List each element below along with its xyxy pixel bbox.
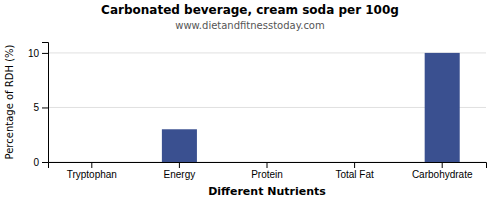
x-tick-mark [354, 162, 355, 168]
x-tick-mark [179, 162, 180, 168]
x-tick-mark [442, 162, 443, 168]
bar [337, 162, 372, 163]
x-axis-title: Different Nutrients [208, 185, 326, 198]
bar [74, 162, 109, 163]
y-tick-label: 5 [33, 102, 39, 113]
x-tick-label: Energy [164, 169, 196, 180]
subtitle: www.dietandfitnesstoday.com [175, 20, 324, 31]
y-tick-label: 0 [33, 157, 39, 168]
grid-line [48, 107, 486, 108]
x-tick-mark [267, 162, 268, 168]
y-tick-mark [42, 107, 48, 108]
bars [162, 53, 460, 162]
x-tick: Carbohydrate [412, 162, 473, 180]
y-axis: 0 5 10 [28, 43, 49, 168]
bar [249, 162, 284, 163]
x-tick-label: Protein [251, 169, 283, 180]
y-tick: 10 [28, 48, 48, 59]
y-tick: 5 [33, 102, 48, 113]
title: Carbonated beverage, cream soda per 100g [101, 3, 399, 17]
x-axis-line [49, 163, 487, 169]
x-axis: Tryptophan Energy Protein Total Fat Carbohyd… [49, 162, 487, 180]
x-tick-mark [91, 162, 92, 168]
plot-area: Tryptophan Energy Protein Total Fat Carbohyd… [28, 43, 487, 181]
y-axis-title: Percentage of RDH (%) [4, 44, 15, 159]
y-tick-label: 10 [28, 48, 40, 59]
y-axis-line [42, 43, 49, 163]
x-tick-label: Carbohydrate [412, 169, 473, 180]
y-tick: 0 [33, 157, 48, 168]
x-tick: Energy [164, 162, 196, 180]
x-tick-label: Tryptophan [67, 169, 117, 180]
bar [425, 53, 460, 162]
y-tick-mark [42, 53, 48, 54]
y-tick-mark [42, 162, 48, 163]
bar [162, 129, 197, 162]
chart-svg: Carbonated beverage, cream soda per 100g… [0, 0, 500, 200]
x-tick: Protein [251, 162, 283, 180]
grid [48, 53, 486, 162]
x-tick: Tryptophan [67, 162, 117, 180]
x-tick: Total Fat [335, 162, 374, 180]
x-tick-label: Total Fat [335, 169, 374, 180]
grid-line [48, 52, 486, 53]
